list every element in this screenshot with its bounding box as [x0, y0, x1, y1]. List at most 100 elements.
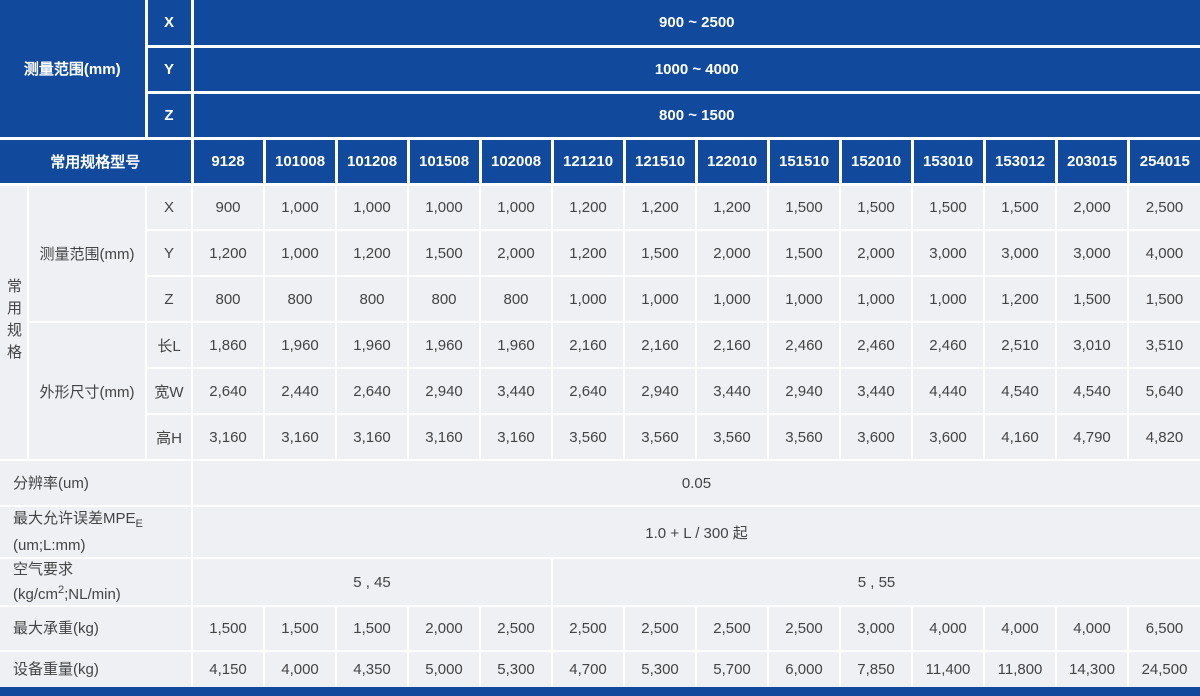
- weight-cell: 7,850: [839, 650, 914, 688]
- spec-row-length: 外形尺寸(mm) 长L 1,860 1,960 1,960 1,960 1,960 2,1…: [0, 321, 1200, 461]
- spec-value-cell: 2,000: [839, 229, 914, 277]
- spec-value-cell: 2,460: [911, 321, 986, 369]
- spec-value-cell: 800: [407, 275, 482, 323]
- weight-cell: 14,300: [1055, 650, 1130, 688]
- spec-value-cell: 1,200: [551, 183, 626, 231]
- spec-value-cell: 2,460: [839, 321, 914, 369]
- max-load-row: 最大承重(kg) 1,500 1,500 1,500 2,000 2,500 2,500 2…: [0, 605, 1200, 652]
- row-label-height: 高H: [145, 413, 194, 461]
- range-row-z: Z 800 ~ 1500: [0, 90, 1200, 140]
- spec-value-cell: 1,000: [911, 275, 986, 323]
- spec-value-cell: 1,000: [551, 275, 626, 323]
- group-label-vertical: 常用规格: [0, 183, 29, 461]
- spec-value-cell: 2,160: [623, 321, 698, 369]
- mpe-label: 最大允许误差MPEE (um;L:mm): [0, 505, 194, 559]
- spec-value-cell: 4,000: [1127, 229, 1200, 277]
- row-label-x: X: [145, 183, 194, 231]
- mpe-row: 最大允许误差MPEE (um;L:mm) 1.0 + L / 300 起: [0, 505, 1200, 559]
- spec-value-cell: 4,160: [983, 413, 1058, 461]
- spec-value-cell: 1,000: [767, 275, 842, 323]
- range-value-z: 800 ~ 1500: [190, 90, 1200, 140]
- spec-value-cell: 4,440: [911, 367, 986, 415]
- subgroup-label-measuring-range: 测量范围(mm): [26, 183, 148, 323]
- spec-value-cell: 3,160: [335, 413, 410, 461]
- spec-value-cell: 1,000: [407, 183, 482, 231]
- axis-label-y: Y: [144, 44, 194, 94]
- measuring-range-header: 测量范围(mm): [0, 0, 148, 140]
- spec-value-cell: 1,000: [839, 275, 914, 323]
- spec-value-cell: 1,200: [551, 229, 626, 277]
- spec-value-cell: 3,160: [407, 413, 482, 461]
- spec-value-cell: 2,160: [551, 321, 626, 369]
- spec-value-cell: 1,860: [191, 321, 266, 369]
- spec-value-cell: 3,000: [911, 229, 986, 277]
- mpe-label-subscript: E: [135, 518, 143, 530]
- spec-value-cell: 4,820: [1127, 413, 1200, 461]
- max-load-cell: 4,000: [983, 605, 1058, 652]
- resolution-row: 分辨率(um) 0.05: [0, 459, 1200, 507]
- spec-value-cell: 3,010: [1055, 321, 1130, 369]
- spec-value-cell: 2,940: [407, 367, 482, 415]
- resolution-label: 分辨率(um): [0, 459, 194, 507]
- max-load-cell: 4,000: [1055, 605, 1130, 652]
- spec-value-cell: 1,500: [983, 183, 1058, 231]
- spec-value-cell: 1,200: [983, 275, 1058, 323]
- spec-value-cell: 3,560: [695, 413, 770, 461]
- spec-value-cell: 3,440: [479, 367, 554, 415]
- air-label-units-pre: (kg/cm: [13, 586, 58, 603]
- range-row-y: Y 1000 ~ 4000: [0, 44, 1200, 94]
- spec-value-cell: 1,200: [695, 183, 770, 231]
- spec-value-cell: 1,960: [263, 321, 338, 369]
- weight-row: 设备重量(kg) 4,150 4,000 4,350 5,000 5,300 4,700 5…: [0, 650, 1200, 688]
- spec-value-cell: 1,500: [911, 183, 986, 231]
- spec-value-cell: 2,460: [767, 321, 842, 369]
- spec-value-cell: 800: [479, 275, 554, 323]
- weight-cell: 5,300: [479, 650, 554, 688]
- subgroup-label-dimensions: 外形尺寸(mm): [26, 321, 148, 461]
- spec-value-cell: 1,200: [335, 229, 410, 277]
- weight-cell: 4,700: [551, 650, 626, 688]
- axis-label-x: X: [144, 0, 194, 48]
- model-header-cell: 121510: [622, 136, 698, 186]
- spec-value-cell: 3,160: [263, 413, 338, 461]
- model-header-cell: 101508: [406, 136, 482, 186]
- spec-value-cell: 1,960: [335, 321, 410, 369]
- air-value-left: 5 , 45: [191, 557, 554, 607]
- max-load-cell: 2,500: [695, 605, 770, 652]
- range-value-x: 900 ~ 2500: [190, 0, 1200, 48]
- model-header-cell: 151510: [766, 136, 842, 186]
- weight-cell: 11,400: [911, 650, 986, 688]
- spec-row-height: 高H 3,160 3,160 3,160 3,160 3,160 3,560 3,560 3,…: [0, 413, 1200, 461]
- model-header-label: 常用规格型号: [0, 136, 194, 186]
- spec-value-cell: 3,560: [623, 413, 698, 461]
- weight-cell: 5,700: [695, 650, 770, 688]
- spec-value-cell: 800: [263, 275, 338, 323]
- spec-value-cell: 3,600: [911, 413, 986, 461]
- air-label-line1: 空气要求: [13, 561, 74, 578]
- spec-row-z: Z 800 800 800 800 800 1,000 1,000 1,000 1,000 1,0…: [0, 275, 1200, 323]
- weight-cell: 4,150: [191, 650, 266, 688]
- spec-value-cell: 3,560: [767, 413, 842, 461]
- axis-label-z: Z: [144, 90, 194, 140]
- spec-value-cell: 1,500: [839, 183, 914, 231]
- weight-cell: 5,000: [407, 650, 482, 688]
- model-header-cell: 101208: [334, 136, 410, 186]
- max-load-cell: 1,500: [191, 605, 266, 652]
- spec-value-cell: 1,500: [1055, 275, 1130, 323]
- spec-value-cell: 4,790: [1055, 413, 1130, 461]
- group-label-text: 常用规格: [5, 278, 22, 367]
- max-load-label: 最大承重(kg): [0, 605, 194, 652]
- spec-value-cell: 2,440: [263, 367, 338, 415]
- spec-value-cell: 1,200: [623, 183, 698, 231]
- range-row-x: 测量范围(mm) X 900 ~ 2500: [0, 0, 1200, 140]
- max-load-cell: 4,000: [911, 605, 986, 652]
- max-load-cell: 3,000: [839, 605, 914, 652]
- model-header-cell: 101008: [262, 136, 338, 186]
- spec-value-cell: 1,000: [335, 183, 410, 231]
- spec-value-cell: 4,540: [1055, 367, 1130, 415]
- spec-value-cell: 1,960: [407, 321, 482, 369]
- max-load-cell: 2,500: [479, 605, 554, 652]
- row-label-length: 长L: [145, 321, 194, 369]
- model-header-cell: 254015: [1126, 136, 1200, 186]
- spec-value-cell: 3,000: [1055, 229, 1130, 277]
